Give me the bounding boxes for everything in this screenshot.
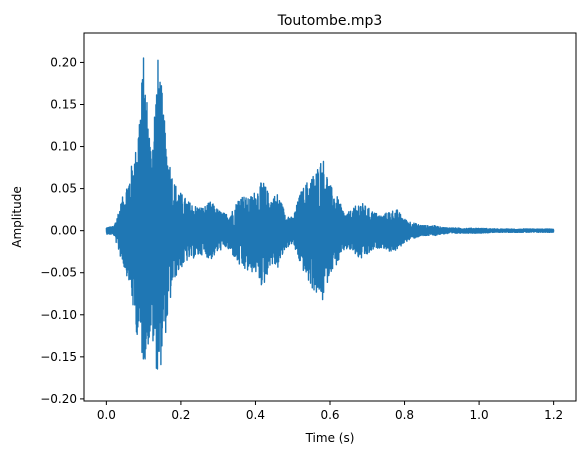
y-tick-label: −0.15 <box>40 350 77 364</box>
y-tick-label: 0.15 <box>50 97 77 111</box>
y-tick-label: −0.05 <box>40 266 77 280</box>
x-axis-label: Time (s) <box>305 431 355 445</box>
x-tick-label: 0.0 <box>97 408 116 422</box>
plot-area <box>105 57 555 370</box>
x-tick-label: 1.0 <box>470 408 489 422</box>
y-axis-label: Amplitude <box>10 186 24 248</box>
x-tick-label: 1.2 <box>544 408 563 422</box>
x-tick-label: 0.2 <box>171 408 190 422</box>
y-tick-label: −0.10 <box>40 308 77 322</box>
y-tick-label: 0.20 <box>50 55 77 69</box>
chart-title: Toutombe.mp3 <box>277 13 383 29</box>
waveform-line <box>105 57 555 370</box>
y-tick-label: −0.20 <box>40 392 77 406</box>
axis-ticks: 0.0 0.2 0.4 0.6 0.8 1.0 1.2 −0.20 −0.15 −0.10 −0.0… <box>40 55 563 422</box>
x-tick-label: 0.8 <box>395 408 414 422</box>
y-tick-label: 0.00 <box>50 224 77 238</box>
y-tick-label: 0.05 <box>50 182 77 196</box>
x-tick-label: 0.6 <box>320 408 339 422</box>
plot-frame <box>83 32 577 402</box>
y-tick-label: 0.10 <box>50 140 77 154</box>
x-tick-label: 0.4 <box>246 408 265 422</box>
